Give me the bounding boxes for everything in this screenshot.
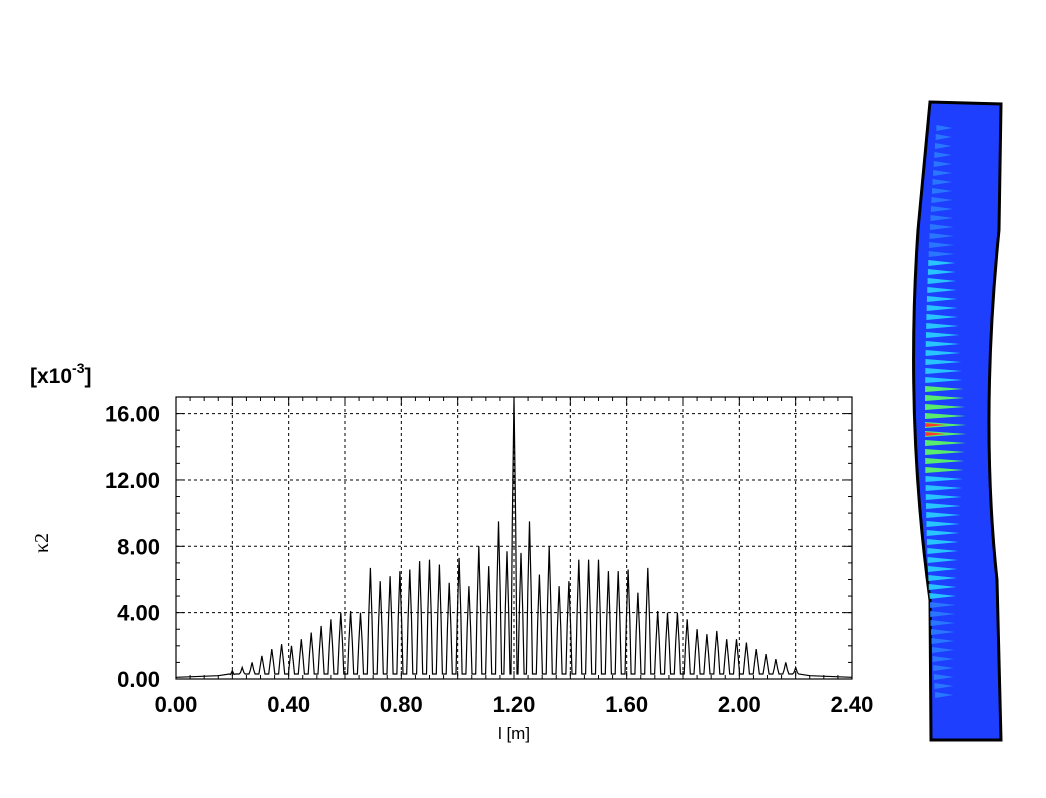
x-tick-label: 2.00 (718, 692, 761, 717)
y-scale-label: [x10-3] (30, 360, 91, 388)
strip-band (930, 611, 956, 617)
strip-band (925, 332, 960, 338)
y-tick-labels: 0.00 4.00 8.00 12.00 16.00 (105, 402, 160, 692)
strip-band (927, 278, 957, 284)
strip-band (925, 350, 961, 356)
x-tick-label: 1.20 (493, 692, 536, 717)
strip-band (932, 647, 955, 653)
strip-band (933, 161, 952, 167)
x-tick-label: 0.00 (155, 692, 198, 717)
strip-band (930, 206, 954, 212)
strip-band (925, 341, 961, 347)
x-tick-label: 1.60 (605, 692, 648, 717)
strip-band (930, 215, 954, 221)
strip-band (927, 287, 957, 293)
strip-band (926, 314, 959, 320)
strip-band (926, 323, 959, 329)
strip-band (925, 494, 962, 500)
x-tick-labels: 0.00 0.40 0.80 1.20 1.60 2.00 2.40 (155, 692, 874, 717)
strip-band (935, 134, 952, 140)
strip-band (933, 674, 954, 680)
strip-band (932, 656, 955, 662)
strip-band (925, 467, 964, 473)
strip-hotspot (925, 432, 946, 436)
strip-band (925, 377, 963, 383)
y-axis-title: κ2 (31, 533, 53, 553)
x-axis-title: l [m] (498, 724, 530, 743)
strip-band (934, 683, 954, 689)
strip-band (928, 575, 958, 581)
strip-band (925, 404, 965, 410)
x-tick-label: 0.80 (380, 692, 423, 717)
strip-band (927, 566, 958, 572)
strip-band (925, 359, 962, 365)
strip-band (929, 242, 955, 248)
strip-band (930, 620, 956, 626)
y-tick-label: 16.00 (105, 402, 160, 427)
strip-band (925, 476, 964, 482)
strip-band (926, 305, 958, 311)
series-line (175, 396, 853, 678)
strip-band (925, 440, 966, 446)
strip-band (929, 593, 957, 599)
strip-band (925, 386, 964, 392)
strip-band (926, 512, 961, 518)
strip-band (925, 449, 966, 455)
strip-band (926, 530, 960, 536)
strip-band (927, 557, 958, 563)
strip-band (926, 521, 961, 527)
y-scale-close: ] (84, 365, 91, 388)
strip-band (926, 539, 959, 545)
y-scale-exp: -3 (72, 360, 85, 376)
strip-band (926, 296, 958, 302)
strip-band (928, 251, 955, 257)
strip-band (928, 584, 957, 590)
strip-band (929, 602, 956, 608)
y-tick-label: 12.00 (105, 468, 160, 493)
strip-band (930, 629, 955, 635)
strip-band (931, 197, 953, 203)
strip-band (936, 125, 953, 131)
strip-band (929, 233, 955, 239)
x-tick-label: 2.40 (831, 692, 874, 717)
strip-hotspot (925, 423, 946, 427)
strip-band (927, 269, 956, 275)
strip-band (935, 692, 954, 698)
strip-band (925, 458, 965, 464)
x-tick-label: 0.40 (267, 692, 310, 717)
strip-band (931, 188, 953, 194)
strip-band (931, 638, 955, 644)
strip-band (933, 665, 954, 671)
y-tick-label: 4.00 (117, 601, 160, 626)
y-tick-label: 8.00 (117, 534, 160, 559)
strip-band (925, 503, 962, 509)
strip-band (932, 179, 953, 185)
strip-band (934, 152, 952, 158)
y-tick-label: 0.00 (117, 667, 160, 692)
strip-band (935, 143, 952, 149)
stress-distribution-strip (912, 100, 1003, 742)
strip-band (925, 368, 963, 374)
strip-band (929, 224, 954, 230)
strip-band (925, 485, 963, 491)
strip-band (925, 395, 965, 401)
strip-band (925, 413, 966, 419)
strip-band (928, 260, 956, 266)
strip-band (933, 170, 953, 176)
strip-band (927, 548, 959, 554)
y-scale-base: [x10 (30, 365, 72, 388)
